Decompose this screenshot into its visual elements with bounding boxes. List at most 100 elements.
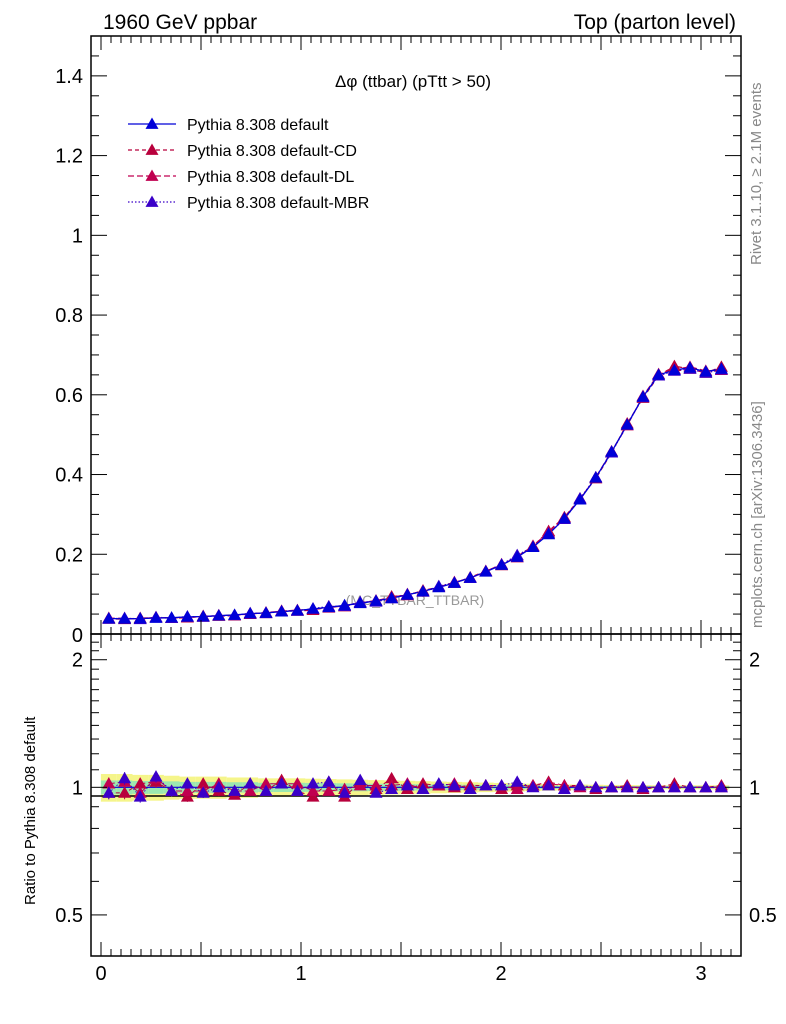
legend-marker	[145, 143, 159, 155]
y-tick-label: 0.4	[55, 465, 83, 487]
y-tick-label: 1	[72, 225, 83, 247]
plot-title: Δφ (ttbar) (pTtt > 50)	[335, 72, 491, 91]
ratio-point	[243, 784, 257, 796]
ratio-point	[212, 780, 226, 793]
data-point	[212, 609, 226, 621]
ratio-point	[133, 777, 147, 789]
ratio-y-tick-label-right: 2	[749, 650, 760, 672]
y-tick-label-zero: 0	[72, 625, 83, 647]
data-point	[652, 368, 666, 380]
data-point	[447, 576, 461, 588]
ratio-frame	[90, 633, 742, 957]
ratio-point	[526, 780, 540, 793]
ratio-point	[636, 780, 650, 793]
series-line	[108, 367, 722, 620]
ratio-point	[243, 777, 257, 789]
data-point	[243, 607, 257, 619]
main-series-group	[102, 359, 728, 625]
data-point	[636, 390, 650, 402]
ratio-point	[542, 778, 556, 791]
ratio-point	[259, 784, 273, 796]
ratio-y-tick-label: 1	[72, 777, 83, 799]
ratio-point	[306, 784, 320, 796]
data-point	[369, 594, 383, 606]
ratio-ticks: 0.5 0.5 1 1 2 2	[55, 633, 777, 957]
mcplots-label: mcplots.cern.ch [arXiv:1306.3436]	[749, 401, 766, 628]
ratio-point	[180, 784, 194, 796]
data-point	[495, 558, 509, 570]
header-right-label: Top (parton level)	[574, 11, 736, 34]
ratio-point	[589, 780, 603, 793]
data-point	[573, 493, 587, 505]
x-tick-label: 0	[95, 963, 106, 985]
ratio-point	[118, 771, 132, 784]
ratio-point	[416, 782, 430, 795]
ratio-point	[369, 778, 383, 791]
ratio-point	[510, 775, 524, 787]
ratio-point	[102, 786, 116, 798]
ratio-point	[573, 778, 587, 791]
x-axis-ticks: 0 1 2 3	[90, 36, 742, 985]
series-line	[108, 368, 722, 620]
data-point	[102, 611, 116, 624]
x-tick-label: 1	[295, 963, 306, 985]
y-tick-label: 0.8	[55, 305, 83, 327]
legend-marker	[145, 169, 159, 181]
ratio-point	[259, 777, 273, 789]
ratio-point	[463, 782, 477, 795]
ratio-point	[133, 790, 147, 802]
data-point	[714, 362, 728, 374]
ratio-point	[652, 780, 666, 793]
ratio-series-group	[102, 770, 728, 803]
data-point	[400, 588, 414, 600]
ratio-point	[369, 786, 383, 798]
legend: Pythia 8.308 default Pythia 8.308 default…	[128, 117, 369, 212]
ratio-point	[605, 780, 619, 793]
legend-marker	[145, 117, 159, 129]
data-point	[699, 365, 713, 377]
ratio-point	[322, 784, 336, 796]
ratio-point	[667, 780, 681, 793]
ratio-point	[306, 790, 320, 802]
legend-label: Pythia 8.308 default-MBR	[187, 195, 369, 212]
ratio-series-line	[108, 775, 722, 798]
data-point	[290, 603, 304, 616]
y-tick-label: 0.2	[55, 544, 83, 566]
data-point	[526, 540, 540, 552]
ratio-point	[180, 777, 194, 789]
ratio-point	[102, 777, 116, 789]
ratio-point	[290, 777, 304, 789]
ratio-series-line	[108, 777, 722, 794]
data-point	[683, 361, 697, 373]
watermark-label: (MC_TTBAR_TTBAR)	[346, 592, 484, 608]
data-point	[557, 511, 571, 524]
ratio-point	[557, 782, 571, 795]
data-point	[479, 565, 493, 577]
ratio-y-tick-label: 2	[72, 650, 83, 672]
x-tick-label: 3	[695, 963, 706, 985]
ratio-point	[447, 778, 461, 791]
data-point	[149, 611, 163, 623]
ratio-point	[699, 780, 713, 793]
ratio-point	[714, 780, 728, 793]
data-point	[338, 598, 352, 611]
ratio-point	[353, 773, 367, 785]
ratio-point	[149, 770, 163, 782]
ratio-point	[432, 777, 446, 789]
y-tick-label: 1.4	[55, 66, 83, 88]
ratio-point	[385, 771, 399, 784]
ratio-point	[228, 784, 242, 796]
ratio-y-tick-label-right: 1	[749, 777, 760, 799]
ratio-point	[118, 786, 132, 798]
legend-label: Pythia 8.308 default	[187, 117, 329, 134]
ratio-point	[683, 780, 697, 793]
ratio-point	[306, 777, 320, 789]
data-point	[165, 611, 179, 623]
data-point	[322, 600, 336, 613]
main-ticks: 0.2 0.4 0.6 0.8 1 1.2 1.4 0	[55, 35, 741, 647]
data-point	[259, 606, 273, 618]
ratio-point	[400, 778, 414, 791]
ratio-point	[620, 780, 634, 793]
data-point	[416, 584, 430, 597]
data-point	[385, 591, 399, 603]
